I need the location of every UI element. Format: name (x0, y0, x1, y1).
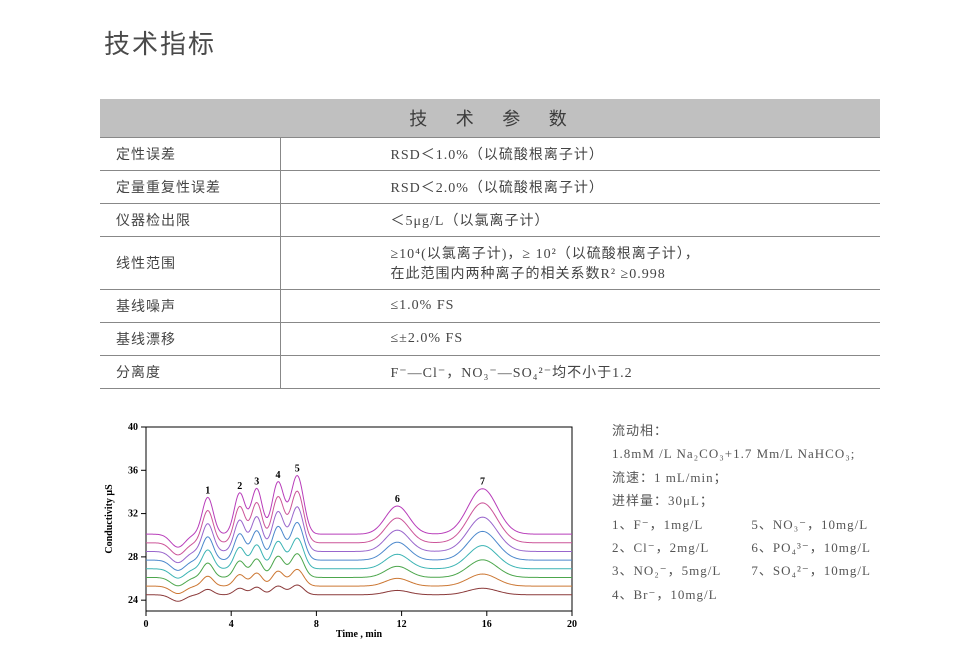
svg-text:4: 4 (276, 470, 281, 481)
svg-text:8: 8 (314, 619, 319, 630)
svg-text:Time , min: Time , min (336, 629, 383, 640)
spec-row: 分离度F⁻—Cl⁻，NO₃⁻—SO₄²⁻均不小于1.2 (100, 356, 880, 389)
svg-text:16: 16 (482, 619, 492, 630)
spec-value: ＜5μg/L（以氯离子计） (280, 204, 880, 237)
spec-value: ≤±2.0% FS (280, 323, 880, 356)
svg-text:28: 28 (128, 552, 138, 563)
spec-row: 线性范围≥10⁴(以氯离子计)，≥ 10²（以硫酸根离子计），在此范围内两种离子… (100, 237, 880, 290)
spec-label: 定量重复性误差 (100, 171, 280, 204)
svg-text:Conductivity μS: Conductivity μS (104, 484, 115, 554)
ion-item: 6、PO₄³⁻，10mg/L (751, 536, 871, 559)
ion-item: 5、NO₃⁻，10mg/L (751, 513, 871, 536)
spec-value: RSD＜2.0%（以硫酸根离子计） (280, 171, 880, 204)
svg-text:40: 40 (128, 422, 138, 433)
spec-value: RSD＜1.0%（以硫酸根离子计） (280, 138, 880, 171)
spec-table-header: 技 术 参 数 (100, 99, 880, 138)
spec-value: ≤1.0% FS (280, 290, 880, 323)
svg-text:36: 36 (128, 465, 138, 476)
svg-text:4: 4 (229, 619, 234, 630)
spec-label: 定性误差 (100, 138, 280, 171)
svg-text:6: 6 (395, 494, 400, 505)
svg-text:7: 7 (480, 477, 485, 488)
spec-value: F⁻—Cl⁻，NO₃⁻—SO₄²⁻均不小于1.2 (280, 356, 880, 389)
spec-label: 基线漂移 (100, 323, 280, 356)
spec-label: 仪器检出限 (100, 204, 280, 237)
spec-row: 定性误差RSD＜1.0%（以硫酸根离子计） (100, 138, 880, 171)
conditions-text: 流动相：1.8mM /L Na₂CO₃+1.7 Mm/L NaHCO₃;流速：1… (612, 417, 871, 641)
ion-item: 2、Cl⁻，2mg/L (612, 536, 721, 559)
spec-label: 分离度 (100, 356, 280, 389)
spec-row: 基线噪声≤1.0% FS (100, 290, 880, 323)
spec-label: 基线噪声 (100, 290, 280, 323)
svg-text:5: 5 (295, 464, 300, 475)
ion-item: 3、NO₂⁻，5mg/L (612, 559, 721, 582)
svg-text:32: 32 (128, 509, 138, 520)
spec-row: 定量重复性误差RSD＜2.0%（以硫酸根离子计） (100, 171, 880, 204)
svg-text:20: 20 (567, 619, 577, 630)
spec-row: 基线漂移≤±2.0% FS (100, 323, 880, 356)
svg-text:24: 24 (128, 595, 138, 606)
ion-item (751, 583, 871, 606)
svg-text:0: 0 (144, 619, 149, 630)
chromatogram-chart: 0481216202428323640Time , minConductivit… (98, 417, 586, 641)
svg-text:3: 3 (254, 477, 259, 488)
spec-row: 仪器检出限＜5μg/L（以氯离子计） (100, 204, 880, 237)
ion-item: 1、F⁻，1mg/L (612, 513, 721, 536)
ion-item: 7、SO₄²⁻，10mg/L (751, 559, 871, 582)
condition-line: 流动相： (612, 419, 871, 442)
svg-text:2: 2 (237, 481, 242, 492)
page-title: 技术指标 (104, 24, 880, 61)
spec-table: 技 术 参 数 定性误差RSD＜1.0%（以硫酸根离子计）定量重复性误差RSD＜… (100, 99, 880, 389)
ion-item: 4、Br⁻，10mg/L (612, 583, 721, 606)
spec-table-header-cell: 技 术 参 数 (100, 99, 880, 138)
condition-line: 进样量：30μL； (612, 489, 871, 512)
condition-line: 1.8mM /L Na₂CO₃+1.7 Mm/L NaHCO₃; (612, 442, 871, 465)
svg-text:1: 1 (205, 485, 210, 496)
svg-text:12: 12 (397, 619, 407, 630)
spec-label: 线性范围 (100, 237, 280, 290)
condition-line: 流速：1 mL/min； (612, 466, 871, 489)
spec-value: ≥10⁴(以氯离子计)，≥ 10²（以硫酸根离子计），在此范围内两种离子的相关系… (280, 237, 880, 290)
